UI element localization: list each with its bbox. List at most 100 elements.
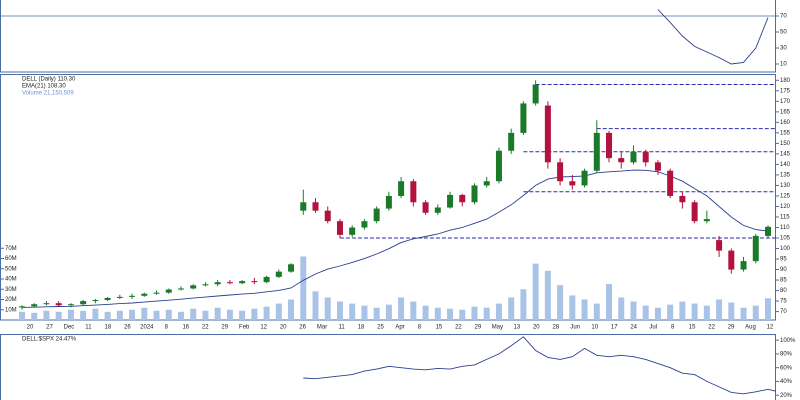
candle-body — [19, 306, 25, 308]
x-tick-label: Dec — [64, 325, 75, 331]
x-tick-label: 2024 — [140, 325, 154, 331]
relative-tick-label: 80% — [780, 352, 793, 358]
x-tick-label: 8 — [418, 325, 422, 331]
y-tick-label: 115 — [780, 215, 790, 221]
volume-bar — [373, 307, 380, 320]
x-tick-label: 29 — [221, 325, 228, 331]
x-tick-label: 26 — [124, 325, 131, 331]
indicator-tick-label: 50 — [780, 30, 787, 36]
volume-tick-label: 30M — [5, 287, 17, 293]
volume-tick-label: 70M — [5, 246, 17, 252]
volume-bar — [31, 312, 38, 320]
volume-bar — [434, 307, 441, 320]
candle-body — [373, 208, 380, 222]
y-tick-label: 70 — [780, 309, 787, 315]
candle-body — [226, 282, 233, 284]
volume-bar — [349, 303, 356, 320]
x-tick-label: 13 — [513, 325, 520, 331]
volume-bar — [557, 285, 564, 320]
volume-bar — [740, 307, 747, 320]
price-legend: DELL (Daily) 110.30 — [22, 77, 76, 83]
volume-bar — [67, 309, 74, 320]
y-tick-label: 95 — [780, 257, 787, 263]
x-tick-label: Jun — [570, 325, 580, 331]
y-tick-label: 155 — [780, 130, 791, 136]
y-tick-label: 100 — [780, 246, 791, 252]
candle-body — [679, 195, 686, 203]
x-tick-label: 12 — [260, 325, 267, 331]
candle-body — [336, 221, 343, 235]
x-tick-label: 20 — [533, 325, 540, 331]
candle-body — [422, 202, 429, 213]
relative-line — [303, 336, 776, 395]
candle-body — [398, 181, 405, 196]
volume-bar — [691, 303, 698, 320]
candle-body — [557, 162, 564, 182]
indicator-tick-label: 30 — [780, 46, 787, 52]
volume-bar — [520, 289, 527, 320]
y-tick-label: 90 — [780, 267, 787, 273]
x-tick-label: 22 — [708, 325, 715, 331]
volume-bar — [581, 299, 588, 320]
x-tick-label: 27 — [46, 325, 53, 331]
x-tick-label: 26 — [299, 325, 306, 331]
y-tick-label: 170 — [780, 99, 791, 105]
candle-body — [55, 303, 62, 306]
candle-body — [752, 235, 759, 262]
volume-bar — [153, 310, 160, 320]
y-tick-label: 130 — [780, 183, 791, 189]
y-tick-label: 165 — [780, 109, 791, 115]
volume-bar — [263, 306, 270, 320]
volume-bar — [654, 307, 661, 320]
candle-body — [300, 202, 307, 211]
volume-bar — [214, 307, 221, 320]
candle-body — [92, 300, 99, 302]
volume-bar — [300, 256, 307, 320]
x-tick-label: 29 — [728, 325, 735, 331]
candle-body — [361, 221, 368, 228]
candle-body — [691, 202, 698, 222]
candle-body — [728, 250, 735, 270]
volume-bar — [55, 311, 62, 320]
candle-body — [447, 194, 454, 208]
volume-bar — [630, 301, 637, 320]
volume-bar — [471, 306, 478, 320]
x-tick-label: 29 — [475, 325, 482, 331]
volume-bar — [459, 309, 466, 320]
relative-legend: DELL:$SPX 24.47% — [22, 337, 77, 343]
x-tick-label: 11 — [338, 325, 345, 331]
candle-body — [593, 132, 600, 171]
ema-legend: EMA(21) 108.30 — [22, 84, 66, 90]
y-tick-label: 75 — [780, 299, 787, 305]
volume-bar — [728, 302, 735, 320]
volume-bar — [508, 297, 515, 320]
volume-bar — [226, 309, 233, 320]
candle-body — [495, 150, 502, 182]
volume-bar — [593, 303, 600, 320]
volume-bar — [447, 308, 454, 320]
volume-bar — [177, 311, 184, 320]
volume-bar — [385, 304, 392, 320]
relative-tick-label: 60% — [780, 365, 793, 371]
volume-bar — [43, 310, 50, 320]
volume-bar — [569, 295, 576, 320]
x-tick-label: 28 — [552, 325, 559, 331]
volume-bar — [606, 284, 613, 320]
volume-bar — [679, 301, 686, 320]
y-tick-label: 140 — [780, 162, 791, 168]
candle-body — [251, 281, 258, 283]
volume-bar — [80, 310, 87, 320]
candle-body — [716, 240, 723, 251]
candle-body — [508, 132, 515, 151]
x-tick-label: 25 — [377, 325, 384, 331]
candle-body — [385, 195, 392, 209]
x-tick-label: 24 — [630, 325, 637, 331]
volume-bar — [398, 297, 405, 320]
volume-bar — [410, 301, 417, 320]
candle-body — [312, 202, 319, 211]
candle-body — [275, 271, 282, 277]
candle-body — [214, 282, 221, 285]
x-tick-label: 18 — [358, 325, 365, 331]
x-tick-label: 15 — [436, 325, 443, 331]
